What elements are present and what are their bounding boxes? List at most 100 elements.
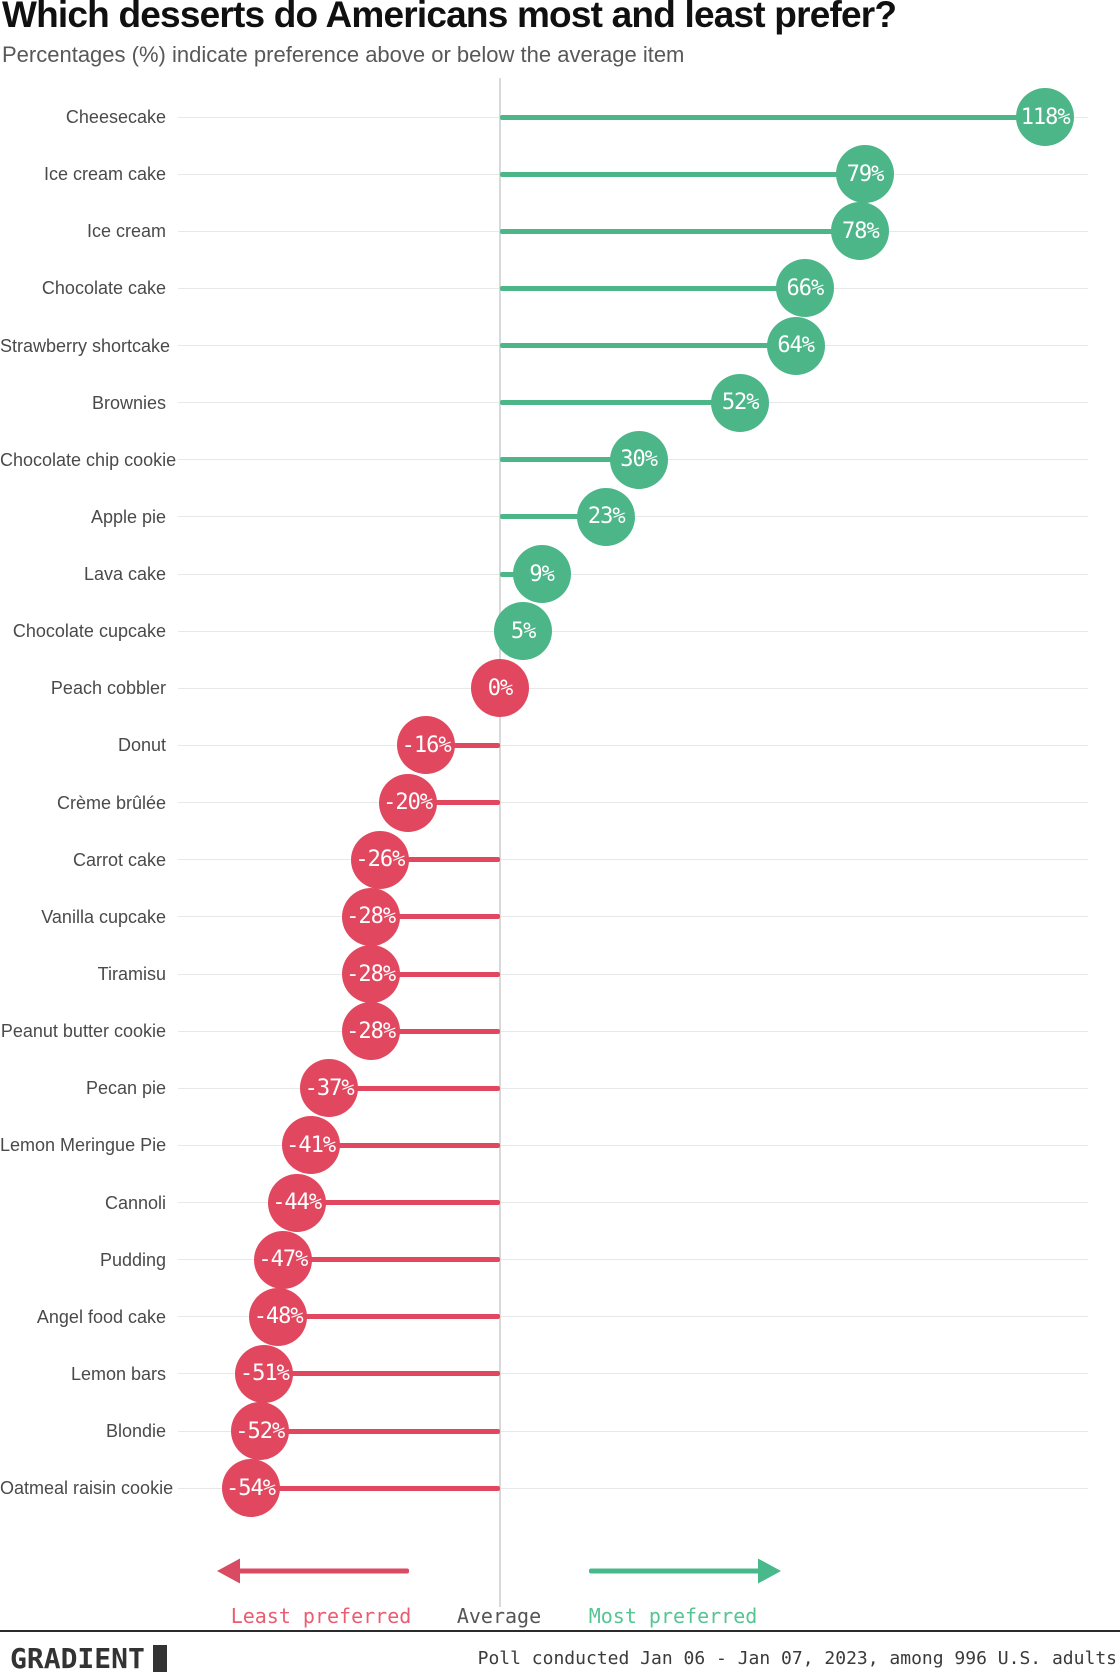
category-label: Lava cake (83, 564, 166, 584)
category-label: Chocolate chip cookie (0, 449, 177, 470)
category-label: Strawberry shortcake (0, 335, 171, 356)
category-label: Cheesecake (65, 107, 166, 127)
value-circle: -28% (341, 1002, 400, 1061)
value-circle: 0% (471, 659, 529, 718)
lollipop-stem (500, 114, 1046, 120)
lollipop-stem (500, 285, 805, 291)
row-gridline (178, 630, 1088, 632)
category-label: Tiramisu (97, 964, 166, 984)
row-gridline (178, 1430, 1088, 1432)
row-gridline (178, 916, 1088, 918)
lollipop-stem (500, 343, 796, 348)
page-title: Which desserts do Americans most and lea… (2, 0, 897, 35)
row-gridline (178, 1030, 1088, 1032)
lollipop-chart: Cheesecake 118% Ice cream cake 79% Ice cream… (0, 78, 1088, 1607)
category-label: Peanut butter cookie (0, 1021, 166, 1042)
lollipop-stem (310, 1142, 500, 1148)
lollipop-stem (370, 971, 500, 977)
poll-source-note: Poll conducted Jan 06 - Jan 07, 2023, am… (477, 1648, 1117, 1669)
category-label: Angel food cake (36, 1306, 166, 1327)
lollipop-stem (329, 1085, 500, 1091)
value-circle: -26% (350, 830, 409, 889)
row-gridline (178, 973, 1088, 975)
lollipop-stem (282, 1257, 500, 1263)
lollipop-stem (426, 742, 500, 748)
average-axis-line (499, 78, 501, 1607)
category-label: Apple pie (90, 506, 166, 527)
lollipop-stem (264, 1371, 500, 1377)
legend-most-preferred: Most preferred (588, 1604, 758, 1628)
lollipop-stem (500, 457, 639, 463)
category-label: Lemon bars (70, 1363, 166, 1384)
value-circle: -28% (341, 945, 400, 1003)
category-label: Pecan pie (85, 1078, 166, 1099)
lollipop-stem (259, 1428, 500, 1434)
row-gridline (178, 1259, 1088, 1261)
value-circle: -37% (300, 1059, 359, 1118)
category-label: Blondie (105, 1421, 166, 1441)
row-gridline (178, 1316, 1088, 1318)
lollipop-stem (500, 400, 741, 406)
lollipop-stem (278, 1314, 500, 1320)
category-label: Pudding (99, 1249, 166, 1270)
category-label: Cannoli (104, 1192, 166, 1213)
row-gridline (178, 1202, 1088, 1203)
category-label: Donut (117, 735, 166, 756)
category-label: Vanilla cupcake (41, 906, 166, 927)
lollipop-stem (379, 857, 500, 863)
row-gridline (178, 1487, 1088, 1489)
value-circle: 23% (577, 487, 636, 546)
category-label: Peach cobbler (50, 678, 166, 699)
gradient-logo: GRADIENT (10, 1642, 167, 1675)
value-circle: 52% (711, 373, 770, 432)
value-circle: 30% (609, 430, 668, 489)
row-gridline (178, 573, 1088, 575)
value-circle: -48% (249, 1287, 308, 1346)
value-circle: 64% (766, 316, 825, 375)
value-circle: -20% (378, 773, 437, 832)
lollipop-stem (500, 514, 607, 520)
row-gridline (178, 1373, 1088, 1375)
category-label: Crème brûlée (56, 792, 166, 813)
row-gridline (178, 1087, 1088, 1089)
value-circle: 66% (775, 259, 834, 318)
lollipop-stem (370, 1028, 500, 1034)
category-label: Ice cream cake (43, 164, 166, 185)
most-preferred-arrow-icon (589, 1558, 781, 1584)
lollipop-stem (500, 228, 861, 234)
category-label: Chocolate cupcake (12, 621, 166, 642)
value-circle: -54% (221, 1459, 280, 1518)
value-circle: -47% (253, 1230, 312, 1289)
value-circle: 9% (512, 545, 571, 603)
value-circle: -44% (267, 1173, 326, 1232)
row-gridline (178, 744, 1088, 746)
lollipop-stem (296, 1200, 500, 1205)
lollipop-stem (370, 914, 500, 920)
legend-least-preferred: Least preferred (230, 1604, 412, 1628)
page-subtitle: Percentages (%) indicate preference abov… (2, 42, 685, 67)
legend-average: Average (456, 1604, 542, 1628)
logo-block-icon (152, 1645, 167, 1672)
row-gridline (178, 1144, 1088, 1146)
row-gridline (178, 859, 1088, 861)
footer-divider (0, 1630, 1120, 1632)
value-circle: 78% (831, 202, 890, 261)
lollipop-stem (500, 171, 865, 177)
value-circle: -51% (235, 1344, 294, 1403)
category-label: Chocolate cake (41, 278, 166, 299)
value-circle: 5% (494, 602, 553, 661)
category-label: Brownies (91, 392, 166, 413)
gradient-logo-text: GRADIENT (10, 1642, 145, 1675)
lollipop-stem (250, 1485, 500, 1491)
row-gridline (178, 687, 1088, 689)
row-gridline (178, 802, 1088, 804)
category-label: Ice cream (86, 221, 166, 242)
category-label: Lemon Meringue Pie (0, 1135, 167, 1156)
value-circle: 118% (1016, 88, 1075, 146)
lollipop-stem (407, 800, 500, 806)
category-label: Carrot cake (72, 849, 166, 870)
value-circle: -41% (281, 1116, 340, 1175)
category-label: Oatmeal raisin cookie (0, 1478, 174, 1499)
value-circle: -16% (397, 716, 456, 775)
value-circle: -28% (341, 887, 400, 946)
